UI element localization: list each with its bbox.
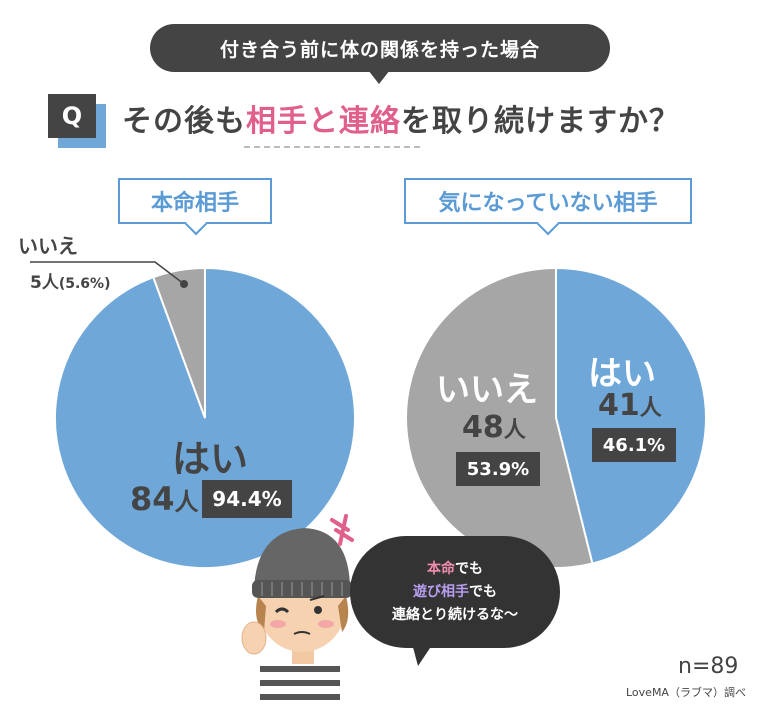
- pie1-yes-unit: 人: [174, 488, 199, 516]
- speech-post-2: でも: [469, 583, 497, 600]
- speech-tail: [410, 636, 438, 666]
- banner-tail: [368, 70, 390, 84]
- pie2-no-unit: 人: [503, 418, 526, 443]
- question-post: を取り続けますか？: [401, 104, 680, 139]
- leader-line: [30, 261, 185, 285]
- pie1-no-percent: (5.6%): [58, 276, 111, 292]
- pie1-no-count: 5: [30, 273, 42, 293]
- pie1-no-label: いいえ: [18, 234, 78, 258]
- speech-line-3: 連絡とり続けるな〜: [392, 606, 518, 623]
- pie1-title: 本命相手: [118, 178, 272, 224]
- banner: 付き合う前に体の関係を持った場合: [150, 24, 610, 72]
- pie1-no-unit: 人: [41, 273, 59, 293]
- pie2-yes-label: はい: [588, 354, 656, 394]
- leader-dot: [180, 280, 188, 288]
- pie2-yes-unit: 人: [639, 396, 662, 421]
- speech-line-1: 本命でも: [427, 558, 483, 581]
- pie2-no-count-wrap: 48人: [462, 410, 526, 445]
- pie2-no-label: いいえ: [436, 370, 538, 410]
- question-underline: [244, 146, 420, 148]
- pie1-yes-percent: 94.4%: [202, 480, 292, 518]
- pie2-slice-yes: [555, 266, 707, 565]
- pie2-yes-count-wrap: 41人: [598, 388, 662, 423]
- beanie-icon: [254, 528, 350, 590]
- striped-shirt-icon: [260, 660, 340, 709]
- pie1-yes-count-wrap: 84人: [130, 480, 199, 518]
- pie1-slice-no: [152, 266, 206, 419]
- pie1-yes-count: 84: [130, 480, 175, 518]
- pie1-yes-label: はい: [172, 437, 249, 481]
- speech-hl-2: 遊び相手: [413, 583, 469, 600]
- pie2-no-percent: 53.9%: [456, 452, 540, 486]
- speech-hl-1: 本命: [427, 560, 455, 577]
- sample-size: n=89: [678, 654, 739, 679]
- question-text: その後も 相手と連絡 を取り続けますか？: [122, 94, 680, 142]
- pie2-yes-percent: 46.1%: [592, 428, 676, 462]
- speech-post-1: でも: [455, 560, 483, 577]
- question-highlight: 相手と連絡: [246, 104, 401, 139]
- q-badge: Q: [48, 94, 96, 138]
- speech-bubble: 本命でも 遊び相手でも 連絡とり続けるな〜: [350, 536, 560, 648]
- question-pre: その後も: [122, 104, 246, 139]
- pie2-yes-count: 41: [598, 388, 640, 423]
- pie2-no-count: 48: [462, 410, 504, 445]
- speech-line-2: 遊び相手でも: [413, 581, 497, 604]
- nervous-mark-icon: [330, 514, 354, 546]
- source-note: LoveMA（ラブマ）調べ: [626, 686, 746, 699]
- pie-chart-not-interested: [405, 266, 707, 569]
- pie1-no-value: 5人(5.6%): [30, 268, 110, 293]
- character-illustration: [241, 514, 354, 709]
